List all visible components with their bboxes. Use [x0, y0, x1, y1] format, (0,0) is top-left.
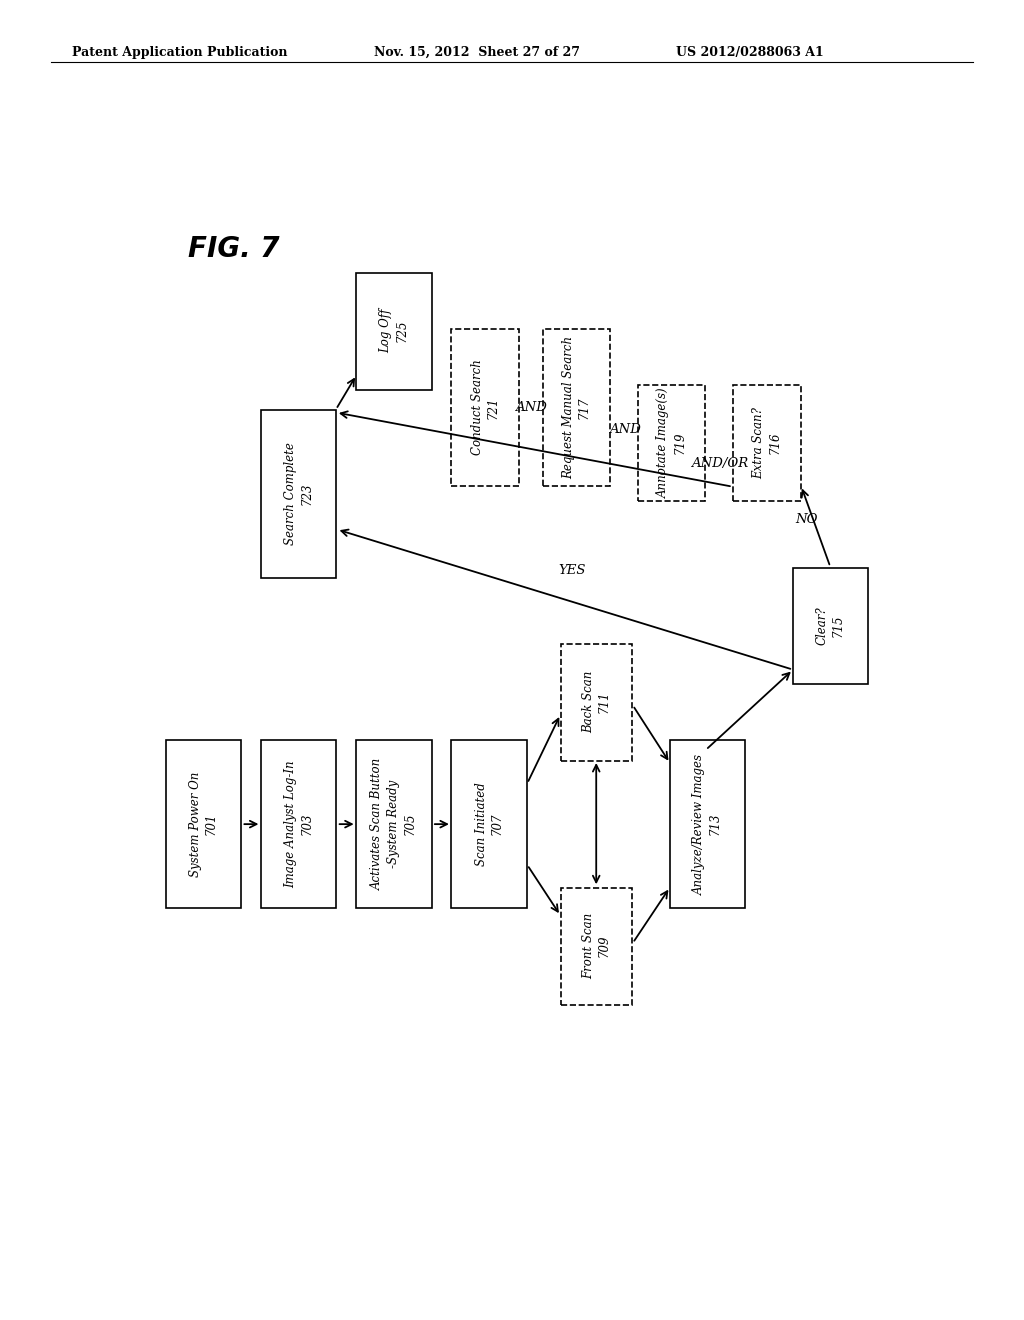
Bar [452, 741, 526, 908]
Bar [166, 741, 241, 908]
Bar [543, 329, 610, 486]
Text: Log Off
725: Log Off 725 [379, 309, 409, 354]
Bar [356, 741, 431, 908]
Text: AND: AND [609, 424, 641, 437]
Text: Nov. 15, 2012  Sheet 27 of 27: Nov. 15, 2012 Sheet 27 of 27 [374, 46, 580, 59]
Text: Request Manual Search
717: Request Manual Search 717 [562, 335, 591, 479]
Text: Front Scan
709: Front Scan 709 [582, 913, 610, 979]
Bar [356, 273, 431, 389]
Text: Clear?
715: Clear? 715 [816, 607, 845, 645]
Bar [560, 644, 632, 760]
Text: Activates Scan Button
-System Ready
705: Activates Scan Button -System Ready 705 [372, 758, 417, 890]
Text: AND/OR: AND/OR [690, 457, 748, 470]
Text: System Power On
701: System Power On 701 [188, 771, 218, 876]
Text: Search Complete
723: Search Complete 723 [284, 442, 313, 545]
Text: AND: AND [515, 401, 547, 414]
Text: Scan Initiated
707: Scan Initiated 707 [474, 783, 504, 866]
Bar [733, 384, 801, 502]
Text: Extra Scan?
716: Extra Scan? 716 [753, 407, 781, 479]
Bar [670, 741, 745, 908]
Text: Conduct Search
721: Conduct Search 721 [471, 359, 500, 455]
Text: US 2012/0288063 A1: US 2012/0288063 A1 [676, 46, 823, 59]
Text: Annotate Image(s)
719: Annotate Image(s) 719 [657, 388, 686, 499]
Text: Back Scan
711: Back Scan 711 [582, 671, 610, 734]
Bar [261, 411, 336, 578]
Bar [560, 887, 632, 1005]
Bar [793, 568, 868, 684]
Bar [452, 329, 519, 486]
Text: Patent Application Publication: Patent Application Publication [72, 46, 287, 59]
Bar [261, 741, 336, 908]
Bar [638, 384, 706, 502]
Text: Image Analyst Log-In
703: Image Analyst Log-In 703 [284, 760, 313, 888]
Text: NO: NO [796, 512, 818, 525]
Text: Analyze/Review Images
713: Analyze/Review Images 713 [693, 754, 722, 895]
Text: YES: YES [559, 564, 586, 577]
Text: FIG. 7: FIG. 7 [187, 235, 279, 263]
